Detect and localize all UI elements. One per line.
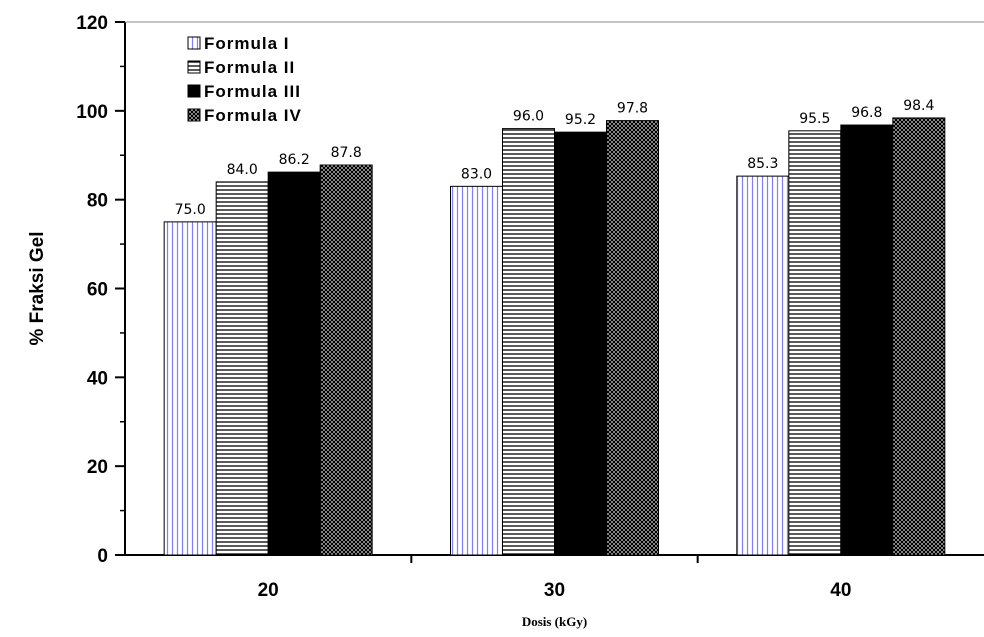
y-tick-label: 80: [87, 191, 108, 212]
legend-label: Formula II: [204, 58, 295, 77]
bars: [163, 117, 946, 556]
bar-formula-ii-40: [788, 130, 842, 556]
legend-swatch: [187, 84, 201, 98]
legend-label: Formula IV: [204, 106, 302, 125]
legend-label: Formula I: [204, 34, 290, 53]
x-tick-label: 30: [544, 580, 565, 601]
legend: Formula I Formula II Formula III Formula IV: [187, 34, 302, 125]
data-label: 96.0: [513, 109, 544, 125]
y-axis-title: % Fraksi Gel: [27, 231, 48, 345]
y-tick-label: 20: [87, 457, 108, 478]
data-label: 83.0: [461, 166, 492, 182]
bar-formula-iv-30: [606, 120, 659, 556]
bar-formula-ii-30: [502, 128, 555, 556]
legend-label: Formula III: [204, 82, 301, 101]
x-tick-label: 20: [258, 580, 279, 601]
y-ticks: 0 20 40 60 80 100 120: [76, 13, 125, 567]
data-label: 98.4: [903, 98, 934, 114]
y-tick-label: 120: [76, 13, 108, 34]
data-label: 96.8: [851, 105, 882, 121]
data-label: 87.8: [331, 145, 362, 161]
bar-formula-i-20: [163, 221, 217, 556]
bar-formula-i-40: [736, 175, 790, 556]
bar-formula-iv-20: [319, 164, 373, 556]
data-label: 95.2: [565, 112, 596, 128]
data-label: 97.8: [617, 101, 648, 117]
legend-swatch: [187, 36, 201, 50]
y-tick-label: 100: [76, 102, 108, 123]
data-label: 84.0: [227, 162, 258, 178]
legend-swatch: [187, 60, 201, 74]
data-label: 85.3: [747, 156, 778, 172]
data-label: 75.0: [175, 202, 206, 218]
bar-formula-iii-40: [840, 124, 894, 556]
x-tick-label: 40: [830, 580, 851, 601]
x-ticks: 20 30 40: [258, 555, 851, 601]
bar-formula-ii-20: [215, 181, 269, 556]
bar-formula-i-30: [450, 185, 503, 556]
bar-formula-iii-30: [554, 131, 607, 556]
y-tick-label: 40: [87, 368, 108, 389]
data-label: 95.5: [799, 111, 830, 127]
x-axis-title: Dosis (kGy): [522, 614, 587, 629]
y-tick-label: 60: [87, 280, 108, 301]
data-labels: 75.0 84.0 86.2 87.8 83.0 96.0 95.2 97.8 85.3 95.5…: [175, 98, 935, 218]
data-label: 86.2: [279, 152, 310, 168]
bar-formula-iii-20: [267, 171, 321, 556]
y-tick-label: 0: [97, 546, 108, 567]
bar-formula-iv-40: [892, 117, 946, 556]
legend-swatch: [187, 108, 201, 122]
